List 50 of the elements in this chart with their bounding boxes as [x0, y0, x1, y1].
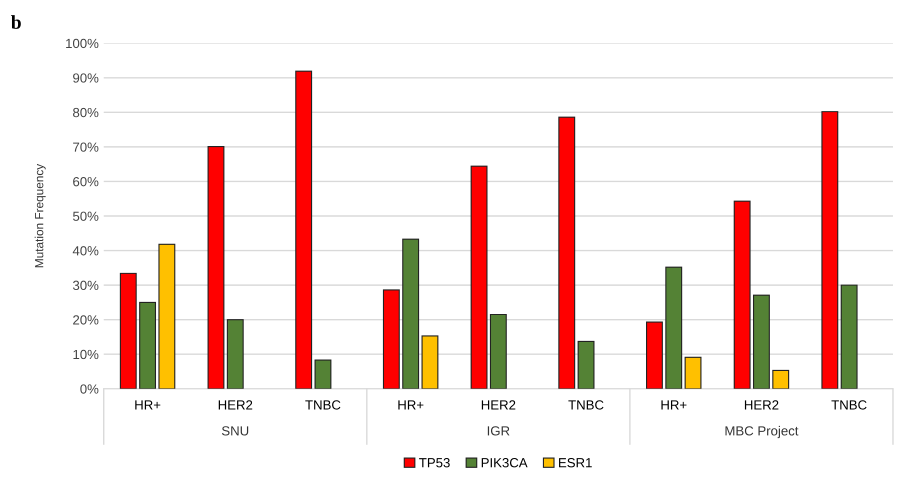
legend-label: TP53	[419, 458, 450, 468]
y-tick-label: 50%	[72, 212, 98, 221]
x-tick-label: HR+	[135, 400, 160, 410]
bar	[226, 319, 244, 389]
x-tick-label: HER2	[744, 400, 778, 410]
bar	[470, 166, 488, 389]
bar	[208, 146, 224, 389]
bar	[490, 314, 507, 389]
x-tick-label: HER2	[482, 400, 516, 410]
bar	[684, 356, 702, 389]
x-tick-label: TNBC	[568, 400, 604, 410]
bar	[314, 360, 332, 389]
y-tick-label: 70%	[73, 142, 98, 152]
x-tick-label: HR+	[661, 400, 686, 410]
x-tick-label: TNBC	[305, 400, 340, 410]
bar	[840, 284, 858, 389]
y-tick-label: 10%	[73, 350, 98, 360]
bar	[422, 335, 438, 389]
bar	[752, 294, 770, 389]
bar	[158, 244, 176, 389]
y-tick-label: 80%	[73, 108, 98, 118]
bar	[120, 272, 137, 389]
y-tick-label: 60%	[73, 177, 98, 186]
bar	[821, 111, 838, 389]
bar	[646, 322, 663, 389]
y-tick-label: 20%	[73, 315, 98, 325]
bar	[295, 70, 312, 389]
text: SNU	[222, 426, 248, 436]
x-tick-label: HER2	[218, 400, 252, 410]
bar	[578, 340, 594, 389]
text: IGR	[488, 426, 510, 436]
y-tick-label: 0%	[80, 384, 98, 394]
y-axis-title: Mutation Frequency	[34, 164, 46, 268]
text: MBC Project	[725, 426, 798, 438]
y-tick-label: 100%	[66, 38, 98, 48]
bar	[772, 370, 790, 389]
bar	[734, 200, 751, 389]
bar	[139, 302, 156, 389]
bar	[382, 289, 400, 389]
bar	[558, 116, 576, 389]
x-tick-label: HR+	[398, 400, 424, 410]
x-tick-label: TNBC	[831, 400, 867, 410]
y-tick-label: 30%	[72, 280, 98, 290]
y-tick-label: 90%	[73, 73, 98, 83]
y-tick-label: 40%	[72, 246, 98, 256]
bar	[402, 238, 420, 389]
legend-label: PIK3CA	[482, 458, 528, 468]
legend-label: ESR1	[559, 458, 592, 468]
text: b	[11, 15, 21, 29]
bar	[665, 266, 682, 389]
